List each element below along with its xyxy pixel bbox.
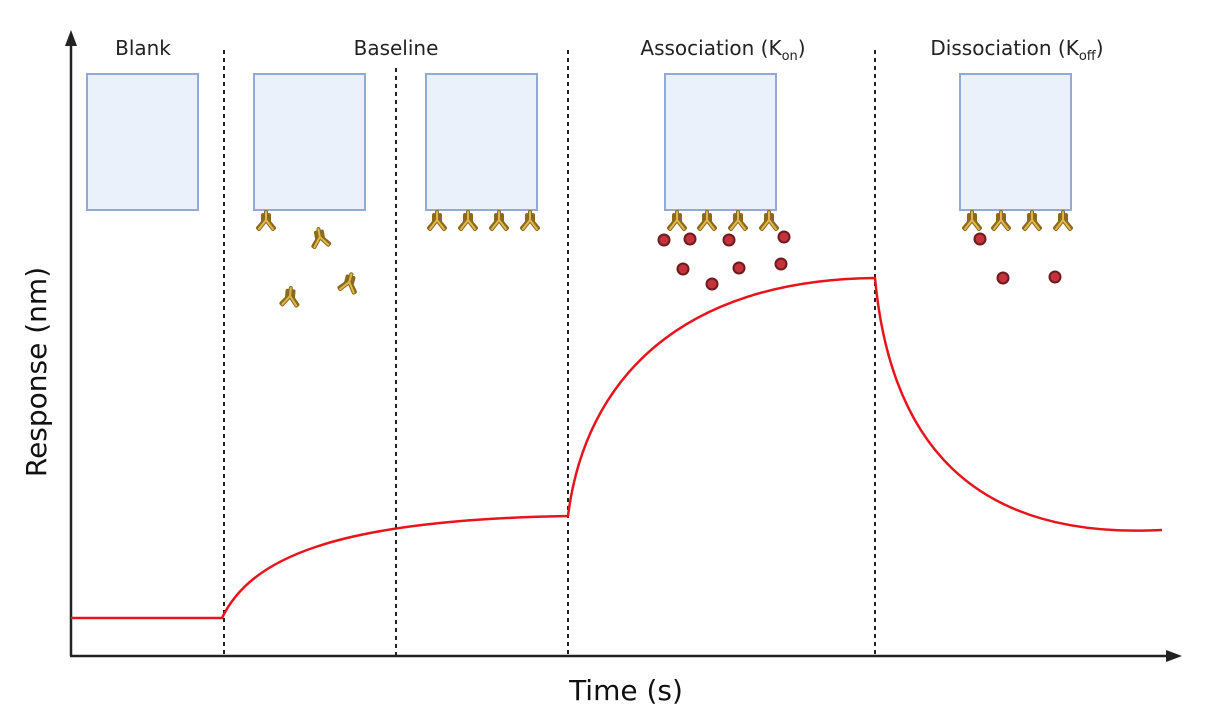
analyte [732,261,746,275]
analyte [705,277,719,291]
phase-label-text: Association (K [640,36,782,60]
sensor-tip [253,73,366,211]
phase-label: Association (Kon) [640,36,805,64]
sensor-tip [959,73,1072,211]
phase-label: Blank [115,36,171,60]
y-axis-arrow [65,30,77,46]
phase-label-suffix: ) [1096,36,1104,60]
phase-label-text: Blank [115,36,171,60]
analyte [1048,270,1062,284]
response-curve [71,276,1163,620]
phase-label-suffix: ) [798,36,806,60]
analyte [676,262,690,276]
phase-label-text: Dissociation (K [930,36,1079,60]
sensor-tip [86,73,199,211]
antibody [427,210,447,231]
phase-label: Baseline [354,36,439,60]
x-axis-arrow [1166,650,1182,662]
antibodies [256,210,1073,308]
sensor-tip [425,73,538,211]
sensor-tip [664,73,777,211]
axes [65,30,1182,662]
phase-label-subscript: off [1079,49,1097,64]
antibody [728,210,748,231]
analyte [777,230,791,244]
free-antibody [337,270,362,295]
free-antibody [279,285,301,308]
analytes [657,230,1062,291]
antibody [1022,210,1042,231]
antibody [991,210,1011,231]
antibody [667,210,687,231]
phase-separators [223,50,876,655]
antibody [697,210,717,231]
antibody [458,210,478,231]
analyte [774,257,788,271]
y-axis-label: Response (nm) [20,267,53,477]
antibody [520,210,540,231]
antibody [489,210,509,231]
phase-label-text: Baseline [354,36,439,60]
phase-label: Dissociation (Koff) [930,36,1103,64]
free-antibody [308,225,332,250]
antibody [759,210,779,231]
x-axis-label: Time (s) [568,674,683,707]
analyte [973,232,987,246]
sensors [86,73,1072,211]
antibody [962,210,982,231]
antibody [1053,210,1073,231]
analyte [996,271,1010,285]
analyte [683,232,697,246]
antibody [256,210,276,231]
analyte [657,233,671,247]
analyte [722,233,736,247]
phase-label-subscript: on [782,49,798,64]
